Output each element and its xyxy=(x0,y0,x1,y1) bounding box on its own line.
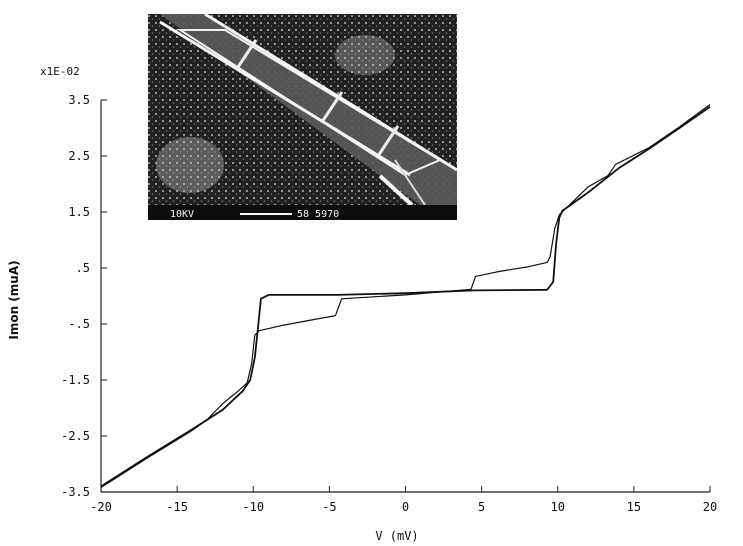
x-tick-label: -15 xyxy=(166,500,188,514)
sem-micrograph-inset: 10KV 58 5970 xyxy=(148,14,457,220)
inset-scale-left: 10KV xyxy=(170,209,194,220)
iv-trace-1 xyxy=(100,105,711,488)
inset-scale-right: 58 5970 xyxy=(297,209,339,220)
y-axis-multiplier: x1E-02 xyxy=(40,65,80,78)
y-tick-label: -3.5 xyxy=(61,485,90,499)
y-tick-label: 2.5 xyxy=(68,149,90,163)
y-tick-label: -2.5 xyxy=(61,429,90,443)
iv-trace-2 xyxy=(100,104,711,489)
x-tick-label: -5 xyxy=(322,500,336,514)
x-axis-label: V (mV) xyxy=(375,529,418,543)
x-tick-label: 15 xyxy=(627,500,641,514)
y-tick-label: 1.5 xyxy=(68,205,90,219)
x-tick-label: 0 xyxy=(402,500,409,514)
y-tick-label: 3.5 xyxy=(68,93,90,107)
y-tick-group: 3.5 2.5 1.5 .5 -.5 -1.5 -2.5 -3.5 xyxy=(61,93,107,499)
x-tick-label: 20 xyxy=(703,500,717,514)
y-tick-label: -.5 xyxy=(68,317,90,331)
x-tick-label: -10 xyxy=(242,500,264,514)
series-group xyxy=(100,104,711,489)
x-tick-label: 10 xyxy=(551,500,565,514)
y-tick-label: -1.5 xyxy=(61,373,90,387)
y-tick-label: .5 xyxy=(76,261,90,275)
x-tick-label: 5 xyxy=(478,500,485,514)
y-axis-label: Imon (muA) xyxy=(7,260,21,339)
x-tick-label: -20 xyxy=(90,500,112,514)
x-tick-group: -20 -15 -10 -5 0 5 10 15 20 xyxy=(90,486,717,514)
